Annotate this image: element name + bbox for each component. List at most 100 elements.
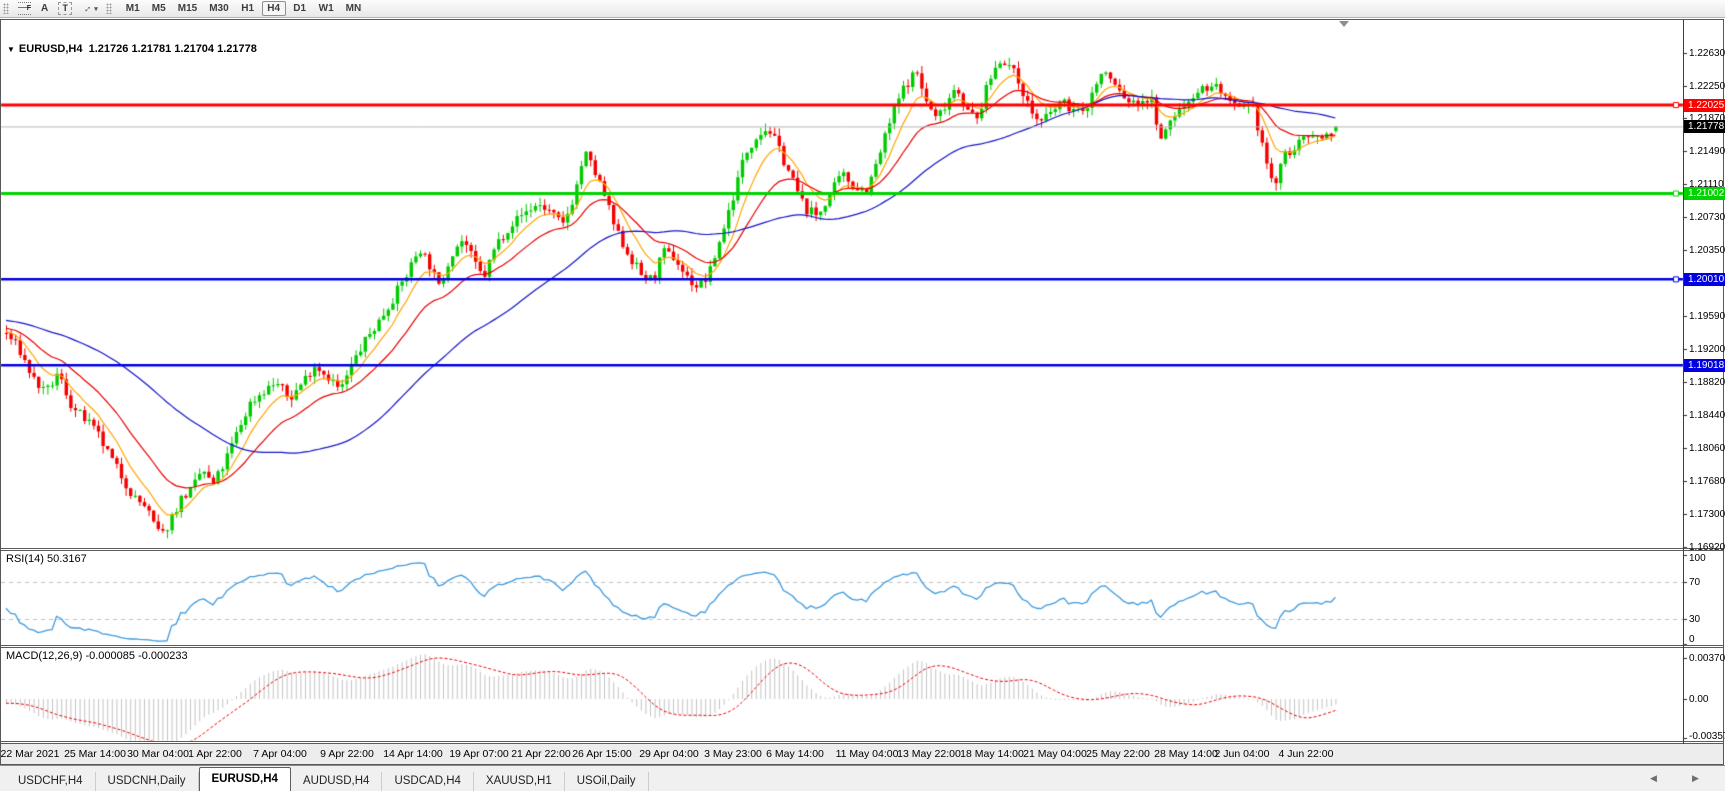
time-axis-label: 14 Apr 14:00 xyxy=(383,748,443,760)
symbol-tab-XAUUSD[interactable]: XAUUSD,H1 xyxy=(474,772,565,791)
symbol-tab-bar: USDCHF,H4 USDCNH,Daily EURUSD,H4 AUDUSD,H4 U… xyxy=(0,765,1725,791)
time-axis-label: 18 May 14:00 xyxy=(960,748,1024,760)
price-axis[interactable]: 1.22630 1.22250 1.21870 1.21490 1.21110 1.207… xyxy=(1684,20,1725,744)
time-axis-label: 25 Mar 14:00 xyxy=(64,748,126,760)
dropdown-caret-icon: ▾ xyxy=(94,5,98,13)
symbol-tab-EURUSD[interactable]: EURUSD,H4 xyxy=(198,767,291,791)
timeframe-button-W1[interactable]: W1 xyxy=(314,1,339,16)
price-tick-label: 1.20350 xyxy=(1689,244,1725,256)
price-tick-label: 1.21870 xyxy=(1689,113,1725,124)
hline-price-badge: 1.19018 xyxy=(1684,358,1725,372)
arrows-tool-icon: ↔ xyxy=(79,1,95,16)
timeframe-buttons: M1 M5 M15 M30 H1 H4 D1 W1 MN xyxy=(120,1,367,16)
time-axis-label: 29 Apr 04:00 xyxy=(639,748,699,760)
pane-separator-rsi-macd[interactable] xyxy=(1,645,1723,648)
chart-shift-icon[interactable] xyxy=(1339,21,1349,27)
ohlc-open: 1.21726 xyxy=(88,43,129,55)
price-tick-label: 1.16920 xyxy=(1689,541,1725,553)
price-tick-label: 1.22630 xyxy=(1689,47,1725,59)
timeframe-button-M5[interactable]: M5 xyxy=(147,1,171,16)
price-tick-label: 1.17680 xyxy=(1689,475,1725,487)
time-axis-label: 4 Jun 22:00 xyxy=(1278,748,1334,760)
pane-separator-macd-time xyxy=(1,741,1723,744)
timeframe-button-MN[interactable]: MN xyxy=(341,1,367,16)
time-axis-label: 7 Apr 04:00 xyxy=(253,748,307,760)
timeframe-button-H1[interactable]: H1 xyxy=(236,1,260,16)
toolbar-grip[interactable] xyxy=(3,3,9,14)
ohlc-low: 1.21704 xyxy=(174,43,215,55)
macd-pane[interactable]: MACD(12,26,9) -0.000085 -0.000233 xyxy=(1,648,1683,741)
symbol-tab-USDCHF[interactable]: USDCHF,H4 xyxy=(6,772,96,791)
toolbar-grip-2[interactable] xyxy=(105,3,112,14)
tab-scroll-left-icon[interactable]: ◀ xyxy=(1650,773,1657,783)
symbol-tab-USDCAD[interactable]: USDCAD,H4 xyxy=(382,772,474,791)
timeframe-button-H4[interactable]: H4 xyxy=(261,1,286,16)
symbol-tab-USDCNH[interactable]: USDCNH,Daily xyxy=(96,772,199,791)
price-tick-label: 1.17300 xyxy=(1689,508,1725,520)
macd-tick-label: 0.00 xyxy=(1689,694,1709,705)
toolbar: F A T ↔ ▾ M1 M5 M15 M30 H1 H4 D1 W1 MN xyxy=(0,0,1725,18)
ohlc-close: 1.21778 xyxy=(217,43,257,55)
price-tick-label: 1.22250 xyxy=(1689,80,1725,92)
main-chart-pane[interactable]: ▼ EURUSD,H4 1.21726 1.21781 1.21704 1.217… xyxy=(1,20,1683,548)
arrows-tool-button[interactable]: ↔ ▾ xyxy=(78,1,102,16)
text-tool-button[interactable]: A xyxy=(37,1,52,16)
timeframe-button-M1[interactable]: M1 xyxy=(121,1,145,16)
rsi-label: RSI(14) 50.3167 xyxy=(6,553,87,565)
price-tick-label: 1.19200 xyxy=(1689,344,1725,356)
price-tick-label: 1.21490 xyxy=(1689,146,1725,158)
text-tool-icon: A xyxy=(41,3,49,14)
price-tick-label: 1.18440 xyxy=(1689,410,1725,422)
time-axis-label: 19 Apr 07:00 xyxy=(449,748,509,760)
current-price-badge: 1.21778 xyxy=(1684,119,1725,133)
time-axis-label: 30 Mar 04:00 xyxy=(127,748,189,760)
symbol-tab-USOil[interactable]: USOil,Daily xyxy=(565,772,649,791)
label-tool-icon: T xyxy=(58,2,73,15)
time-axis-label: 2 Jun 04:00 xyxy=(1214,748,1270,760)
timeframe-button-M15[interactable]: M15 xyxy=(173,1,202,16)
price-tick-label: 1.19590 xyxy=(1689,310,1725,322)
time-axis-label: 21 Apr 22:00 xyxy=(511,748,571,760)
tab-scroll-right-icon[interactable]: ▶ xyxy=(1692,773,1699,783)
hline-price-badge: 1.20010 xyxy=(1684,272,1725,286)
rsi-tick-label: 70 xyxy=(1689,577,1701,589)
hline-price-badge: 1.21002 xyxy=(1684,187,1725,201)
label-tool-button[interactable]: T xyxy=(54,1,76,16)
rsi-tick-label: 0 xyxy=(1689,634,1695,645)
time-axis-label: 25 May 22:00 xyxy=(1086,748,1150,760)
time-axis-label: 21 May 04:00 xyxy=(1023,748,1087,760)
macd-tick-label: -0.003572 xyxy=(1689,731,1725,742)
timeframe-button-M30[interactable]: M30 xyxy=(204,1,233,16)
time-axis[interactable]: 22 Mar 2021 25 Mar 14:00 30 Mar 04:00 1 Apr… xyxy=(1,744,1723,764)
time-axis-label: 26 Apr 15:00 xyxy=(572,748,632,760)
rsi-tick-label: 100 xyxy=(1689,553,1706,564)
chart-menu-icon[interactable]: ▼ xyxy=(7,45,15,54)
ohlc-high: 1.21781 xyxy=(131,43,172,55)
time-axis-label: 11 May 04:00 xyxy=(835,748,899,760)
timeframe-button-D1[interactable]: D1 xyxy=(288,1,312,16)
chart-symbol: EURUSD,H4 xyxy=(18,43,83,55)
fibonacci-icon: F xyxy=(18,2,31,15)
symbol-tab-AUDUSD[interactable]: AUDUSD,H4 xyxy=(291,772,383,791)
time-axis-label: 1 Apr 22:00 xyxy=(188,748,242,760)
chart-title: ▼ EURUSD,H4 1.21726 1.21781 1.21704 1.217… xyxy=(7,43,257,55)
time-axis-label: 6 May 14:00 xyxy=(766,748,824,760)
time-axis-label: 22 Mar 2021 xyxy=(1,748,60,760)
pane-separator-main-rsi[interactable] xyxy=(1,548,1723,551)
price-tick-label: 1.18820 xyxy=(1689,377,1725,389)
hline-price-badge: 1.22025 xyxy=(1684,98,1725,112)
macd-label: MACD(12,26,9) -0.000085 -0.000233 xyxy=(6,650,188,662)
time-axis-label: 13 May 22:00 xyxy=(897,748,961,760)
price-tick-label: 1.18060 xyxy=(1689,443,1725,455)
time-axis-label: 9 Apr 22:00 xyxy=(320,748,374,760)
rsi-pane[interactable]: RSI(14) 50.3167 xyxy=(1,551,1683,645)
axis-separator-line xyxy=(1683,20,1684,744)
time-axis-label: 3 May 23:00 xyxy=(704,748,762,760)
price-tick-label: 1.21110 xyxy=(1689,179,1724,191)
price-tick-label: 1.20730 xyxy=(1689,212,1725,224)
rsi-tick-label: 30 xyxy=(1689,613,1701,625)
time-axis-label: 28 May 14:00 xyxy=(1154,748,1218,760)
fibonacci-tool-button[interactable]: F xyxy=(14,1,35,16)
